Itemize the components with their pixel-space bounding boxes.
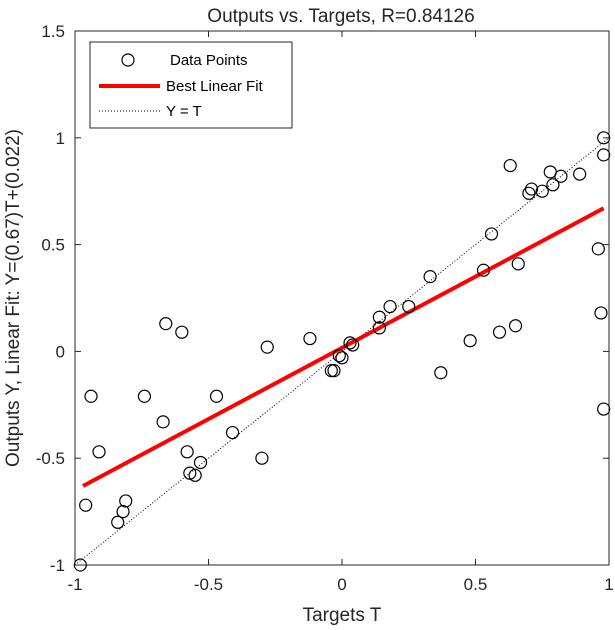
data-point bbox=[92, 445, 106, 459]
data-point bbox=[84, 389, 98, 403]
data-point bbox=[159, 317, 173, 331]
data-point bbox=[573, 167, 587, 181]
data-point bbox=[554, 169, 568, 183]
chart-title: Outputs vs. Targets, R=0.84126 bbox=[207, 6, 474, 27]
data-point bbox=[508, 319, 523, 333]
data-point bbox=[423, 270, 437, 284]
data-point bbox=[597, 148, 611, 162]
data-point bbox=[111, 515, 125, 529]
data-point bbox=[193, 455, 208, 470]
data-point bbox=[209, 389, 224, 403]
data-point bbox=[343, 336, 357, 350]
x-tick-label: -0.5 bbox=[194, 575, 223, 594]
data-point bbox=[156, 415, 170, 429]
data-point bbox=[327, 364, 341, 378]
x-tick-label: 0 bbox=[337, 575, 346, 594]
data-point bbox=[119, 494, 133, 508]
data-point bbox=[594, 306, 608, 320]
data-point bbox=[372, 310, 386, 324]
data-point bbox=[225, 425, 240, 440]
data-point bbox=[546, 178, 560, 192]
y-axis-label: Outputs Y, Linear Fit: Y=(0.67)T+(0.022) bbox=[3, 129, 24, 467]
data-point bbox=[175, 325, 189, 339]
data-point bbox=[535, 184, 549, 198]
y-axis: -1 -0.5 0 0.5 1 1.5 bbox=[36, 22, 609, 575]
y-tick-label: 1.5 bbox=[41, 22, 65, 41]
fit-line-layer bbox=[82, 206, 605, 488]
y-tick-label: 0.5 bbox=[41, 236, 65, 255]
data-point bbox=[260, 340, 274, 354]
data-point bbox=[188, 468, 202, 482]
data-point bbox=[137, 389, 152, 403]
legend-label-best-fit: Best Linear Fit bbox=[166, 78, 264, 95]
best-fit-line bbox=[82, 206, 605, 488]
data-point bbox=[597, 131, 611, 145]
data-point bbox=[402, 299, 416, 314]
y-tick-label: -1 bbox=[50, 556, 65, 575]
data-point bbox=[372, 321, 386, 335]
x-tick-label: 1 bbox=[604, 575, 613, 594]
data-point bbox=[383, 299, 397, 314]
legend: Data Points Best Linear Fit Y = T bbox=[89, 41, 293, 129]
data-point bbox=[597, 402, 611, 416]
data-point bbox=[511, 257, 525, 271]
data-point bbox=[79, 498, 93, 512]
data-point bbox=[492, 325, 507, 339]
data-point bbox=[116, 505, 130, 519]
x-axis: -1 -0.5 0 0.5 1 bbox=[67, 31, 614, 594]
data-point bbox=[346, 338, 360, 352]
x-axis-label: Targets T bbox=[303, 605, 382, 626]
data-point bbox=[476, 263, 491, 277]
data-point bbox=[303, 331, 317, 346]
legend-marker-data-points bbox=[121, 53, 135, 67]
data-point bbox=[335, 351, 349, 365]
data-point bbox=[332, 349, 346, 363]
x-tick-label: 0.5 bbox=[464, 575, 488, 594]
legend-label-identity: Y = T bbox=[166, 103, 202, 120]
data-point bbox=[524, 182, 539, 196]
legend-label-data-points: Data Points bbox=[170, 52, 248, 69]
data-point bbox=[591, 242, 605, 256]
data-points-layer bbox=[73, 131, 611, 572]
y-tick-label: 1 bbox=[56, 129, 65, 148]
y-tick-label: -0.5 bbox=[36, 449, 65, 468]
x-tick-label: -1 bbox=[67, 575, 82, 594]
data-point bbox=[434, 366, 448, 380]
data-point bbox=[503, 158, 517, 173]
data-point bbox=[180, 445, 194, 459]
data-point bbox=[463, 334, 477, 348]
data-point bbox=[484, 227, 499, 241]
y-tick-label: 0 bbox=[56, 342, 65, 361]
data-point bbox=[255, 451, 269, 465]
